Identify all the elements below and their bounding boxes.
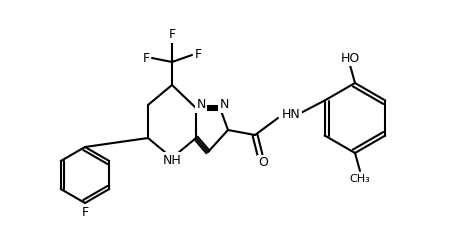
Text: NH: NH (162, 154, 181, 167)
Text: F: F (194, 49, 201, 61)
Text: CH₃: CH₃ (349, 174, 369, 184)
Text: F: F (142, 51, 149, 64)
Text: HN: HN (281, 109, 300, 122)
Text: O: O (257, 157, 267, 169)
Text: HO: HO (340, 51, 359, 64)
Text: N: N (196, 99, 205, 111)
Text: N: N (219, 99, 228, 111)
Text: F: F (168, 29, 175, 41)
Text: F: F (81, 207, 89, 219)
